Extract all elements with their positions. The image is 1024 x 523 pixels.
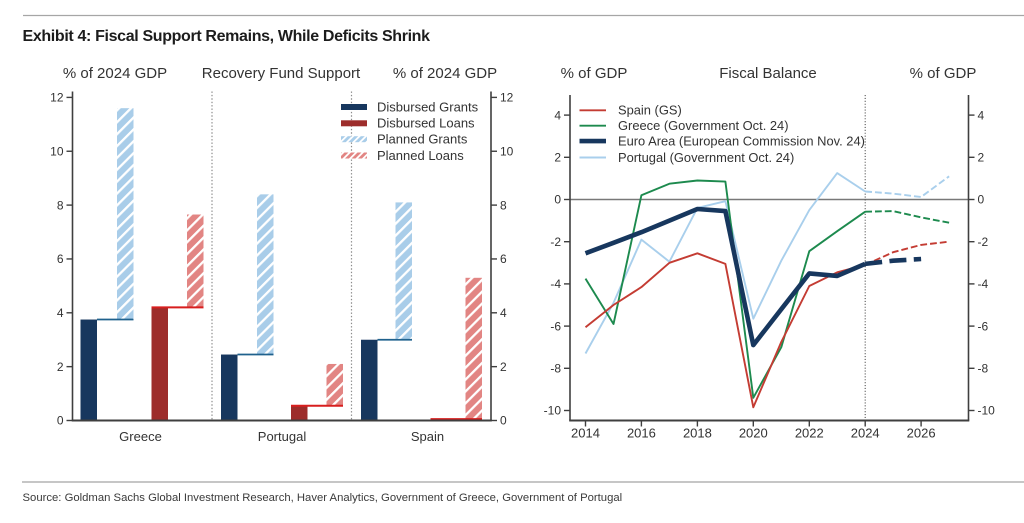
svg-text:Fiscal Balance: Fiscal Balance bbox=[719, 65, 817, 82]
svg-text:2014: 2014 bbox=[571, 426, 600, 441]
svg-text:2020: 2020 bbox=[739, 426, 768, 441]
svg-text:Spain: Spain bbox=[411, 429, 444, 444]
svg-text:-6: -6 bbox=[978, 319, 989, 333]
svg-text:4: 4 bbox=[554, 108, 561, 122]
svg-text:Disbursed Grants: Disbursed Grants bbox=[377, 99, 479, 114]
svg-text:10: 10 bbox=[500, 144, 514, 158]
svg-text:% of 2024 GDP: % of 2024 GDP bbox=[63, 65, 167, 82]
svg-text:-8: -8 bbox=[550, 362, 561, 376]
svg-text:Exhibit 4: Fiscal Support Rema: Exhibit 4: Fiscal Support Remains, While… bbox=[23, 28, 431, 45]
svg-text:2: 2 bbox=[500, 360, 507, 374]
svg-text:2016: 2016 bbox=[627, 426, 656, 441]
svg-text:Disbursed Loans: Disbursed Loans bbox=[377, 116, 475, 131]
svg-text:0: 0 bbox=[500, 414, 507, 428]
svg-text:8: 8 bbox=[57, 198, 64, 212]
svg-text:-10: -10 bbox=[978, 404, 996, 418]
svg-text:-8: -8 bbox=[978, 362, 989, 376]
svg-text:Portugal: Portugal bbox=[258, 429, 307, 444]
svg-text:12: 12 bbox=[50, 91, 64, 105]
svg-text:-4: -4 bbox=[978, 277, 989, 291]
svg-text:% of GDP: % of GDP bbox=[561, 65, 628, 82]
svg-text:Euro Area (European Commission: Euro Area (European Commission Nov. 24) bbox=[618, 133, 865, 148]
svg-text:0: 0 bbox=[57, 414, 64, 428]
svg-text:2022: 2022 bbox=[795, 426, 824, 441]
svg-text:-4: -4 bbox=[550, 277, 561, 291]
svg-text:2026: 2026 bbox=[907, 426, 936, 441]
svg-text:2: 2 bbox=[554, 151, 561, 165]
svg-text:4: 4 bbox=[57, 306, 64, 320]
svg-text:2: 2 bbox=[978, 151, 985, 165]
svg-text:10: 10 bbox=[50, 144, 64, 158]
svg-text:% of 2024 GDP: % of 2024 GDP bbox=[393, 65, 497, 82]
svg-text:Spain (GS): Spain (GS) bbox=[618, 103, 682, 118]
svg-text:-6: -6 bbox=[550, 319, 561, 333]
svg-text:Planned Grants: Planned Grants bbox=[377, 132, 468, 147]
svg-text:2: 2 bbox=[57, 360, 64, 374]
svg-text:2024: 2024 bbox=[851, 426, 880, 441]
svg-text:6: 6 bbox=[500, 252, 507, 266]
svg-text:0: 0 bbox=[554, 193, 561, 207]
svg-text:2018: 2018 bbox=[683, 426, 712, 441]
svg-text:-2: -2 bbox=[550, 235, 561, 249]
svg-text:Recovery Fund Support: Recovery Fund Support bbox=[202, 65, 361, 82]
svg-text:-10: -10 bbox=[544, 404, 562, 418]
svg-text:Planned Loans: Planned Loans bbox=[377, 148, 464, 163]
svg-text:Portugal (Government Oct. 24): Portugal (Government Oct. 24) bbox=[618, 150, 794, 165]
svg-text:Greece (Government Oct. 24): Greece (Government Oct. 24) bbox=[618, 118, 789, 133]
svg-text:6: 6 bbox=[57, 252, 64, 266]
svg-text:Source: Goldman Sachs Global I: Source: Goldman Sachs Global Investment … bbox=[23, 492, 623, 504]
svg-text:12: 12 bbox=[500, 91, 514, 105]
svg-text:4: 4 bbox=[500, 306, 507, 320]
svg-text:Greece: Greece bbox=[119, 429, 162, 444]
svg-text:4: 4 bbox=[978, 108, 985, 122]
svg-text:-2: -2 bbox=[978, 235, 989, 249]
svg-text:0: 0 bbox=[978, 193, 985, 207]
svg-text:% of GDP: % of GDP bbox=[910, 65, 977, 82]
svg-text:8: 8 bbox=[500, 198, 507, 212]
